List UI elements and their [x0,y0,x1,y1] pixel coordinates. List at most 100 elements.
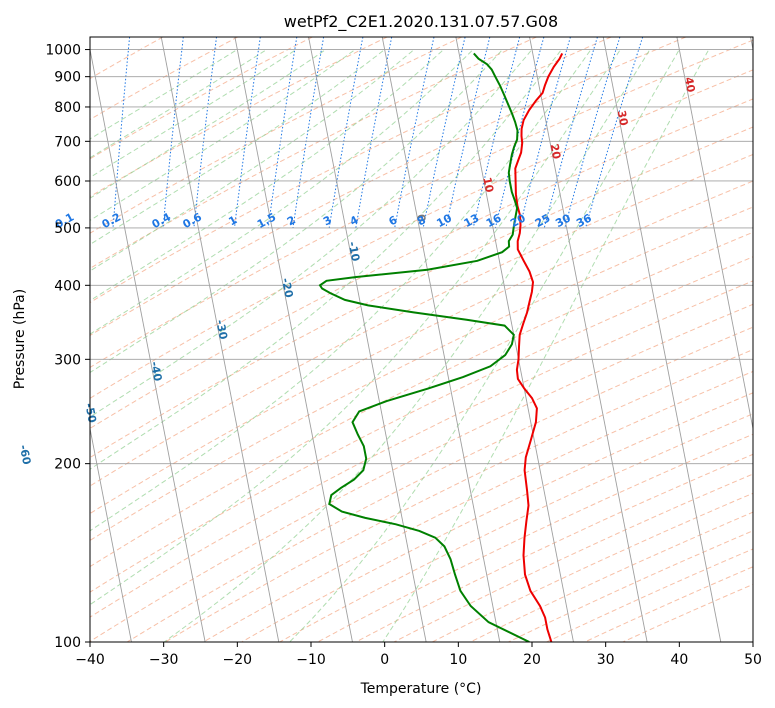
moist-adiabat [90,50,502,374]
dry-adiabat [90,231,753,568]
dry-adiabat [279,413,753,642]
moist-adiabat [90,50,561,470]
mixing-ratio-label: 13 [462,211,482,230]
y-axis: 100 200 300 400 500 600 700 800 900 1000 [45,43,90,651]
x-axis: −40 −30 −20 −10 0 10 20 30 40 50 [75,642,762,668]
isotherm-line [90,426,132,642]
dry-adiabat [90,256,753,593]
dry-adiabat [317,433,753,642]
isotherm-line [308,37,427,642]
isotherm-line [234,37,353,642]
dry-adiabat [90,37,313,160]
dry-adiabat [393,473,753,642]
x-tick-label: 30 [597,652,615,668]
mixing-ratio-line [422,37,466,228]
dry-adiabat [126,326,753,642]
mixing-ratio-line [394,37,435,228]
x-tick-label: 10 [449,652,467,668]
dry-adiabat [508,530,753,642]
y-tick-label: 300 [54,352,81,368]
y-tick-label: 400 [54,278,81,294]
moist-adiabat [163,50,650,642]
isotherm-line [529,37,648,642]
isotherm-label: -20 [279,277,296,299]
mixing-ratio-label: 25 [533,211,553,230]
moist-adiabat [90,50,236,140]
isotherm-line [381,37,501,642]
x-tick-label: −40 [75,652,105,668]
isotherm-line [676,37,753,431]
dry-adiabat [90,126,753,459]
moist-adiabat [90,50,354,221]
dry-adiabat [90,98,753,429]
moist-adiabat [289,50,680,642]
isotherm-label: -50 [82,402,99,424]
moist-adiabat [382,50,709,642]
mixing-ratio-label: 10 [434,211,454,230]
temperature-line [514,52,564,642]
dry-adiabat [470,511,753,642]
isotherm-label: 0 [414,213,428,223]
x-tick-label: −30 [149,652,179,668]
isotherm-line [90,47,206,642]
chart-title: wetPf2_C2E1.2020.131.07.57.G08 [284,12,558,32]
y-tick-label: 1000 [45,43,81,59]
mixing-ratio-label: 30 [553,211,573,230]
moist-adiabat [90,50,532,418]
isotherm-label: -10 [346,241,363,263]
mixing-ratio-line [445,37,491,229]
dry-adiabat [90,69,753,399]
x-tick-label: 40 [670,652,688,668]
dewpoint-line [318,52,530,642]
isotherm-label: 20 [547,143,563,161]
x-tick-label: −20 [223,652,253,668]
dry-adiabat [431,492,753,642]
x-tick-label: −10 [296,652,326,668]
mixing-ratio-line [543,37,598,229]
isotherm-label: -40 [148,360,165,382]
y-tick-label: 900 [54,70,81,86]
moist-adiabat [90,50,591,532]
isotherm-label: 30 [615,109,631,127]
mixing-ratio-line [162,37,184,228]
dry-adiabat [90,37,537,270]
x-tick-label: 50 [744,652,762,668]
y-axis-label: Pressure (hPa) [12,289,28,389]
y-tick-label: 600 [54,174,81,190]
dry-adiabat [90,206,753,542]
isotherm-label: 10 [480,176,496,194]
isotherm-line [160,37,280,642]
x-tick-label: 20 [523,652,541,668]
y-tick-label: 700 [54,134,81,150]
dry-adiabat [90,37,462,234]
isotherm-line [602,37,722,642]
y-tick-label: 200 [54,457,81,473]
x-tick-label: 0 [380,652,389,668]
isotherm-label: 40 [682,76,698,94]
dry-adiabat [241,392,753,642]
isotherm-label: -30 [213,319,230,341]
y-tick-label: 800 [54,100,81,116]
background-lines [90,37,753,642]
mixing-ratio-label: 20 [508,211,528,230]
isotherm-label: -60 [17,444,34,466]
dry-adiabat [165,349,753,642]
dry-adiabat [90,37,388,198]
moist-adiabat [90,50,620,606]
y-tick-label: 500 [54,221,81,237]
mixing-ratio-line [472,37,521,229]
mixing-ratio-label: 16 [484,211,504,230]
dry-adiabat [90,153,753,487]
profile-series [318,52,564,642]
y-tick-label: 100 [54,635,81,651]
mixing-ratio-line [494,37,545,229]
mixing-ratio-line [519,37,571,229]
moist-adiabat [90,50,473,335]
isotherm-line [455,37,574,642]
x-axis-label: Temperature (°C) [360,681,482,697]
dry-adiabat [90,37,612,304]
moist-adiabat [90,50,384,246]
plot-frame [89,36,754,643]
